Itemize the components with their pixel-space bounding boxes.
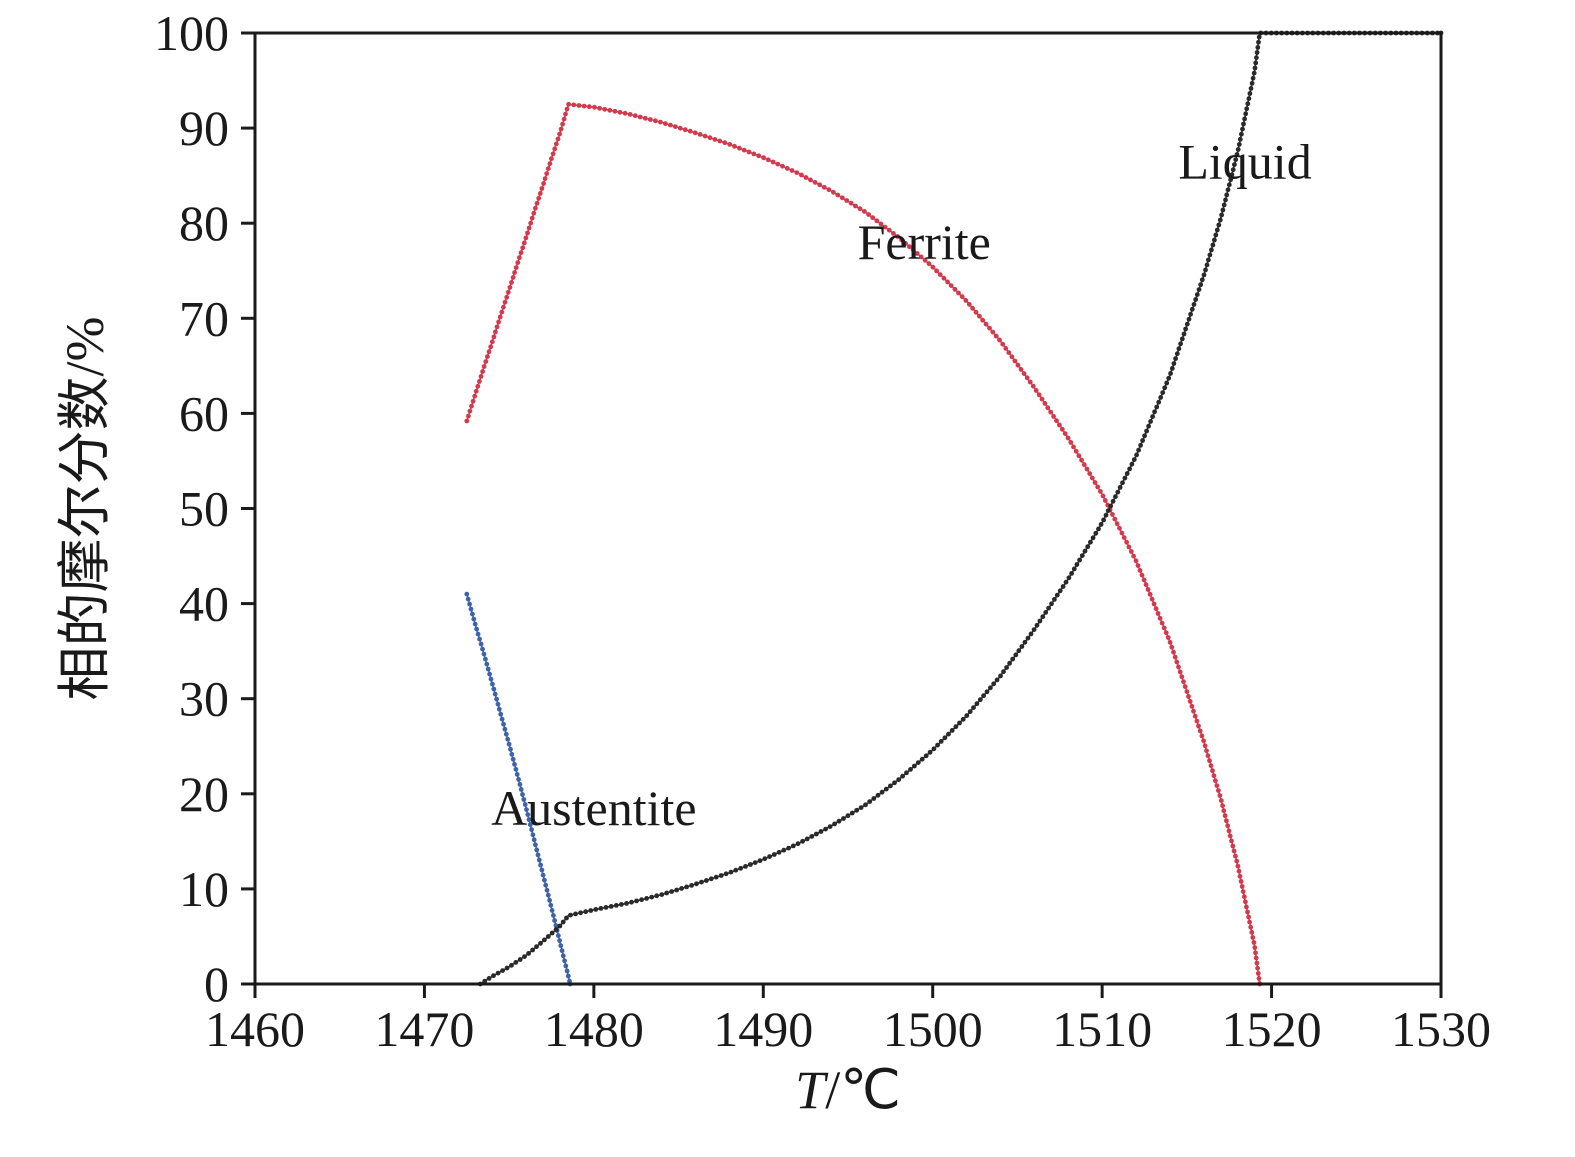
x-tick-label: 1460 — [205, 1001, 305, 1057]
y-tick-label: 10 — [179, 861, 229, 917]
x-tick-label: 1490 — [713, 1001, 813, 1057]
x-tick-label: 1500 — [883, 1001, 983, 1057]
series-ferrite-curve — [464, 101, 1263, 987]
y-axis-title: 相的摩尔分数/% — [55, 317, 115, 701]
x-tick-label: 1510 — [1052, 1001, 1152, 1057]
x-tick-label: 1470 — [374, 1001, 474, 1057]
annotation-austentite: Austentite — [491, 780, 697, 836]
y-tick-label: 90 — [179, 100, 229, 156]
y-tick-label: 0 — [204, 956, 229, 1012]
y-tick-label: 100 — [154, 5, 229, 61]
y-tick-label: 80 — [179, 195, 229, 251]
y-tick-label: 50 — [179, 481, 229, 537]
y-tick-label: 40 — [179, 576, 229, 632]
y-tick-label: 60 — [179, 385, 229, 441]
x-axis-title: T/℃ — [795, 1060, 901, 1120]
x-tick-label: 1520 — [1222, 1001, 1322, 1057]
y-tick-label: 30 — [179, 671, 229, 727]
annotation-ferrite: Ferrite — [858, 214, 991, 270]
series-austentite-curve — [464, 591, 573, 987]
x-tick-label: 1530 — [1391, 1001, 1491, 1057]
y-tick-label: 70 — [179, 290, 229, 346]
y-tick-label: 20 — [179, 766, 229, 822]
x-tick-label: 1480 — [544, 1001, 644, 1057]
annotation-liquid: Liquid — [1178, 133, 1311, 189]
